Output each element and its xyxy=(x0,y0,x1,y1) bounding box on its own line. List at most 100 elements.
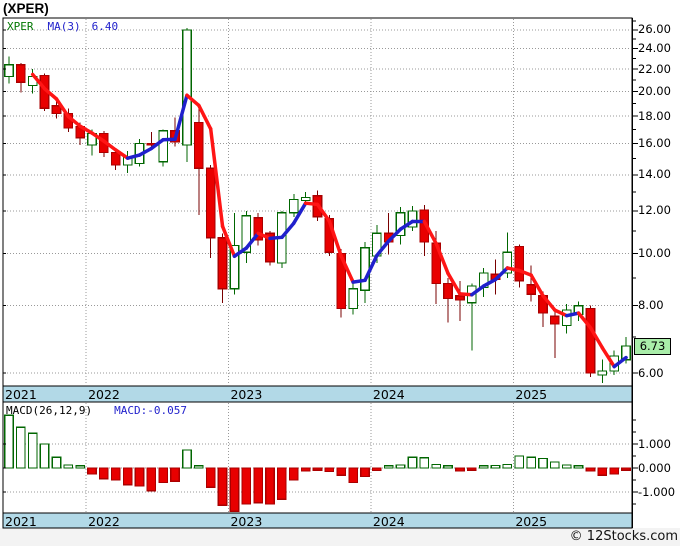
candle-body xyxy=(407,210,418,228)
macd-bar xyxy=(146,467,157,492)
macd-panel xyxy=(2,401,633,514)
price-axis-label: 8.00 xyxy=(638,298,664,313)
ma-line-segment xyxy=(446,271,462,296)
macd-bar xyxy=(134,467,145,487)
year-label: 2021 xyxy=(5,514,37,529)
macd-bar xyxy=(585,467,596,472)
ma-line-segment xyxy=(244,231,260,250)
price-axis-label: 24.00 xyxy=(638,41,671,56)
ma-line-segment xyxy=(220,224,237,259)
ma-line-segment xyxy=(113,148,130,160)
macd-bar xyxy=(336,467,347,476)
macd-bar xyxy=(312,467,323,471)
ma-line-segment xyxy=(125,153,142,160)
macd-bar xyxy=(573,465,584,469)
candle-body xyxy=(597,370,608,376)
macd-bar xyxy=(360,467,370,477)
candle-body xyxy=(4,64,14,78)
ma-line-segment xyxy=(422,219,438,246)
candle-body xyxy=(265,232,275,263)
candle-body xyxy=(288,198,299,214)
macd-bar xyxy=(229,467,240,512)
ma-line-segment xyxy=(102,139,118,152)
ma-line-segment xyxy=(398,219,415,231)
ma-line-segment xyxy=(564,311,581,318)
ma-line-segment xyxy=(327,219,343,259)
symbol-label: XPER xyxy=(7,20,34,33)
candle-body xyxy=(241,215,252,253)
macd-bar xyxy=(300,467,311,472)
ma-line-segment xyxy=(185,93,201,108)
ma-line-segment xyxy=(256,231,272,241)
price-axis-label: 10.00 xyxy=(638,246,671,260)
macd-bar xyxy=(502,463,513,469)
macd-bar xyxy=(253,467,264,504)
ma-line-segment xyxy=(54,97,71,119)
macd-bar xyxy=(348,467,358,483)
ma-line-segment xyxy=(363,253,379,283)
ma-line-segment xyxy=(434,241,450,276)
candle-body xyxy=(395,212,406,237)
watermark-credit: © 12Stocks.com xyxy=(569,529,678,544)
ma-line-segment xyxy=(351,278,367,284)
ma-line-segment xyxy=(576,311,593,330)
macd-bar xyxy=(383,465,394,469)
ma-line-segment xyxy=(232,246,249,259)
macd-bar xyxy=(371,467,382,472)
ma-line-segment xyxy=(375,239,391,258)
candle-body xyxy=(205,167,216,239)
macd-bar xyxy=(466,467,477,471)
price-axis-label: 22.00 xyxy=(638,61,671,76)
candle-body xyxy=(526,284,536,295)
macd-bar xyxy=(526,456,536,469)
macd-bar xyxy=(170,467,180,482)
candle-body xyxy=(158,130,169,163)
ma-line-segment xyxy=(612,355,628,369)
macd-bar xyxy=(407,456,418,469)
macd-bar xyxy=(514,455,525,469)
macd-panel-legend: MACD(26,12,9) MACD:-0.057 xyxy=(6,404,187,417)
macd-bar xyxy=(265,467,275,505)
price-axis-label: 16.00 xyxy=(638,136,671,151)
macd-axis-label: 1.000 xyxy=(638,436,671,451)
ma-line-segment xyxy=(470,284,486,297)
macd-axis-label: -1.000 xyxy=(638,484,676,499)
ma-line-segment xyxy=(90,131,106,143)
ma-line-segment xyxy=(268,235,284,241)
macd-params-label: MACD(26,12,9) xyxy=(6,404,93,417)
candle-body xyxy=(110,151,121,166)
candle-body xyxy=(15,64,26,83)
price-axis-label: 26.00 xyxy=(638,22,671,37)
price-axis-label: 14.00 xyxy=(638,167,671,182)
ma-line-segment xyxy=(280,221,296,240)
macd-bar xyxy=(561,464,572,469)
candle-body xyxy=(502,251,513,274)
year-label: 2023 xyxy=(230,514,263,529)
candle-body xyxy=(514,245,525,282)
ma-line-segment xyxy=(292,201,308,225)
last-price-badge: 6.73 xyxy=(634,338,671,356)
year-label: 2024 xyxy=(372,387,405,402)
ma-line-segment xyxy=(197,103,213,131)
ma-line-segment xyxy=(149,137,165,151)
macd-value-label: MACD:-0.057 xyxy=(114,404,187,417)
macd-bar xyxy=(490,465,501,469)
candle-body xyxy=(300,196,311,201)
ma-line-segment xyxy=(137,146,154,157)
ma-line-segment xyxy=(315,202,332,223)
ma-line-segment xyxy=(78,124,94,135)
page-title: (XPER) xyxy=(3,1,49,16)
macd-bar xyxy=(122,467,133,486)
ma-line-segment xyxy=(541,293,557,312)
candle-body xyxy=(253,217,264,241)
macd-bar xyxy=(597,467,608,476)
macd-bar xyxy=(51,456,62,469)
candle-body xyxy=(585,308,596,374)
ma-line-segment xyxy=(30,72,47,91)
year-label: 2022 xyxy=(88,514,120,529)
price-axis-label: 12.00 xyxy=(638,203,671,218)
macd-bar xyxy=(158,467,169,483)
candle-body xyxy=(561,309,572,327)
